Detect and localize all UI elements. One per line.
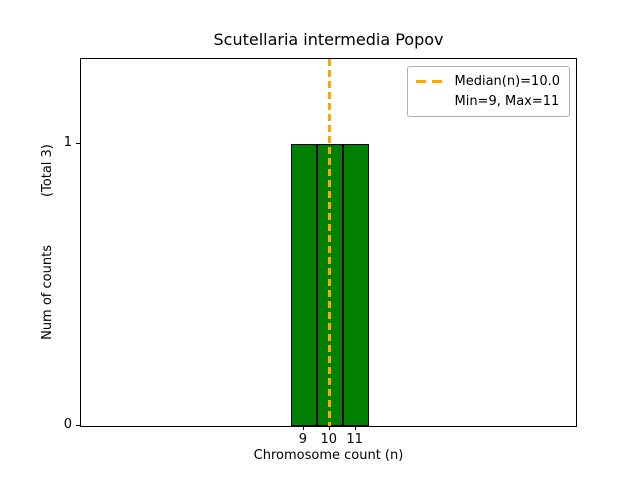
- y-tick-label: 0: [63, 417, 72, 432]
- x-tick-label: 11: [346, 432, 363, 447]
- x-tick-mark: [302, 426, 304, 430]
- legend-entry-median: Median(n)=10.0: [416, 73, 560, 90]
- y-axis-label-text: Num of counts: [39, 245, 55, 340]
- legend-empty-handle: [416, 100, 446, 103]
- legend-entry-minmax: Min=9, Max=11: [416, 93, 560, 110]
- x-tick-mark: [354, 426, 356, 430]
- dashed-line-icon: [416, 80, 447, 83]
- x-tick-mark: [328, 426, 330, 430]
- x-tick-label: 9: [298, 432, 308, 447]
- x-tick-label: 10: [320, 432, 338, 447]
- legend: Median(n)=10.0 Min=9, Max=11: [407, 66, 570, 117]
- chart-title: Scutellaria intermedia Popov: [213, 30, 444, 49]
- histogram-bar: [290, 143, 317, 426]
- y-tick-mark: [76, 142, 80, 144]
- median-line: [328, 59, 332, 426]
- histogram-bar: [342, 143, 369, 426]
- y-axis-label-note: (Total 3): [39, 144, 55, 198]
- x-axis-label: Chromosome count (n): [253, 448, 404, 463]
- y-tick-mark: [76, 425, 80, 426]
- y-tick-label: 1: [63, 134, 72, 150]
- legend-label-median: Median(n)=10.0: [454, 74, 560, 89]
- legend-label-minmax: Min=9, Max=11: [454, 94, 560, 109]
- plot-area: Median(n)=10.0 Min=9, Max=11: [80, 58, 577, 427]
